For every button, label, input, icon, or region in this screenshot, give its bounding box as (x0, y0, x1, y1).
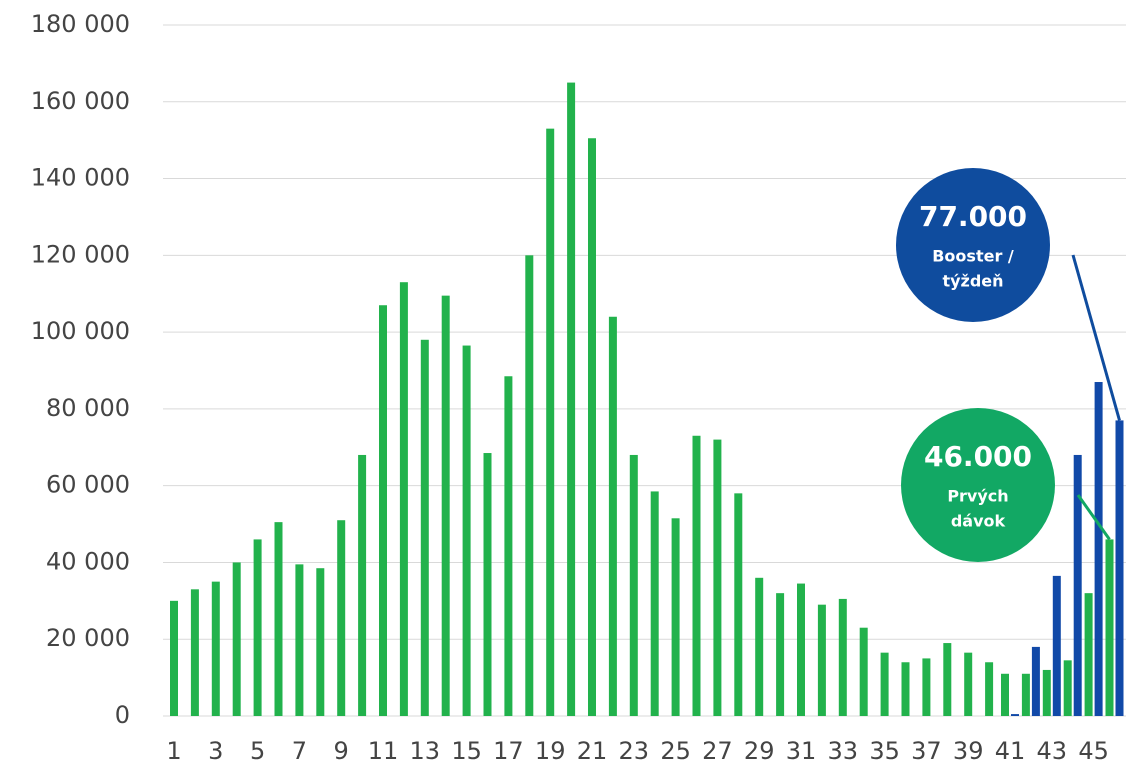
y-tick-label: 0 (115, 701, 130, 729)
bar (1105, 539, 1114, 716)
bar (399, 282, 408, 716)
bar (901, 662, 910, 716)
bar (692, 435, 701, 716)
bar (1021, 673, 1030, 716)
x-tick-label: 29 (744, 737, 775, 765)
bar (504, 376, 513, 716)
bar (295, 564, 304, 716)
bar (964, 652, 973, 716)
bar (316, 568, 325, 716)
bar (943, 643, 952, 716)
bar (379, 305, 387, 716)
y-tick-label: 80 000 (46, 394, 130, 422)
bar (211, 581, 220, 716)
bar (358, 454, 367, 716)
annotation-circle (896, 168, 1050, 322)
bar (1094, 382, 1103, 716)
bar (232, 562, 241, 716)
x-tick-label: 19 (535, 737, 566, 765)
annotation-text: dávok (951, 512, 1006, 531)
bar (1084, 593, 1093, 716)
y-tick-label: 40 000 (46, 547, 130, 575)
x-tick-label: 39 (953, 737, 984, 765)
x-tick-label: 3 (208, 737, 223, 765)
y-tick-label: 120 000 (31, 240, 130, 268)
bar (1031, 646, 1040, 716)
x-tick-label: 43 (1037, 737, 1068, 765)
annotation-value: 46.000 (924, 440, 1032, 473)
bar (713, 439, 722, 716)
bar (859, 627, 868, 716)
x-tick-label: 41 (995, 737, 1026, 765)
annotation-circle (901, 408, 1055, 562)
bar (170, 600, 178, 716)
bar (629, 454, 638, 716)
bar (1042, 669, 1051, 716)
x-tick-label: 13 (410, 737, 441, 765)
x-tick-label: 31 (786, 737, 817, 765)
x-tick-label: 15 (451, 737, 482, 765)
bar (985, 662, 994, 716)
bar (1052, 575, 1061, 716)
bar (838, 598, 847, 716)
x-tick-label: 17 (493, 737, 524, 765)
x-tick-label: 25 (660, 737, 691, 765)
bar (1011, 714, 1019, 716)
bar (734, 493, 743, 716)
bar (608, 316, 617, 716)
annotation-leader (1076, 494, 1111, 541)
y-tick-label: 140 000 (31, 164, 130, 192)
bar (817, 604, 826, 716)
bar (776, 593, 785, 716)
bar (1001, 673, 1009, 716)
annotation-text: týždeň (942, 272, 1003, 291)
bar (525, 255, 534, 717)
x-tick-label: 35 (869, 737, 900, 765)
y-tick-label: 160 000 (31, 87, 130, 115)
bar (483, 453, 492, 716)
bar (588, 138, 596, 717)
annotation-value: 77.000 (919, 200, 1027, 233)
bar (567, 82, 576, 717)
x-tick-label: 21 (577, 737, 608, 765)
y-tick-label: 100 000 (31, 317, 130, 345)
bar (274, 522, 283, 716)
bar (671, 518, 680, 716)
bar (253, 539, 262, 716)
bar (922, 658, 931, 716)
bar (797, 583, 805, 716)
bar (650, 491, 659, 716)
annotation-leader (1071, 254, 1121, 421)
bar (755, 577, 764, 716)
x-tick-label: 37 (911, 737, 942, 765)
x-tick-label: 45 (1078, 737, 1109, 765)
annotation-text: Prvých (947, 487, 1008, 506)
y-tick-label: 60 000 (46, 471, 130, 499)
bar (880, 652, 889, 716)
y-tick-label: 20 000 (46, 624, 130, 652)
x-tick-label: 23 (619, 737, 650, 765)
x-tick-label: 27 (702, 737, 733, 765)
bar (190, 589, 199, 716)
bar (1063, 660, 1072, 716)
x-tick-label: 7 (292, 737, 307, 765)
x-tick-label: 11 (368, 737, 399, 765)
bar (546, 128, 555, 716)
x-tick-label: 9 (334, 737, 349, 765)
bar (462, 345, 471, 716)
annotation-text: Booster / (932, 247, 1014, 266)
x-tick-label: 5 (250, 737, 265, 765)
y-tick-label: 180 000 (31, 10, 130, 38)
bar (337, 520, 346, 716)
bar (441, 295, 450, 716)
bar (420, 339, 429, 716)
bar (1073, 454, 1082, 716)
bar (1115, 420, 1124, 716)
x-tick-label: 33 (828, 737, 859, 765)
x-tick-label: 1 (166, 737, 181, 765)
